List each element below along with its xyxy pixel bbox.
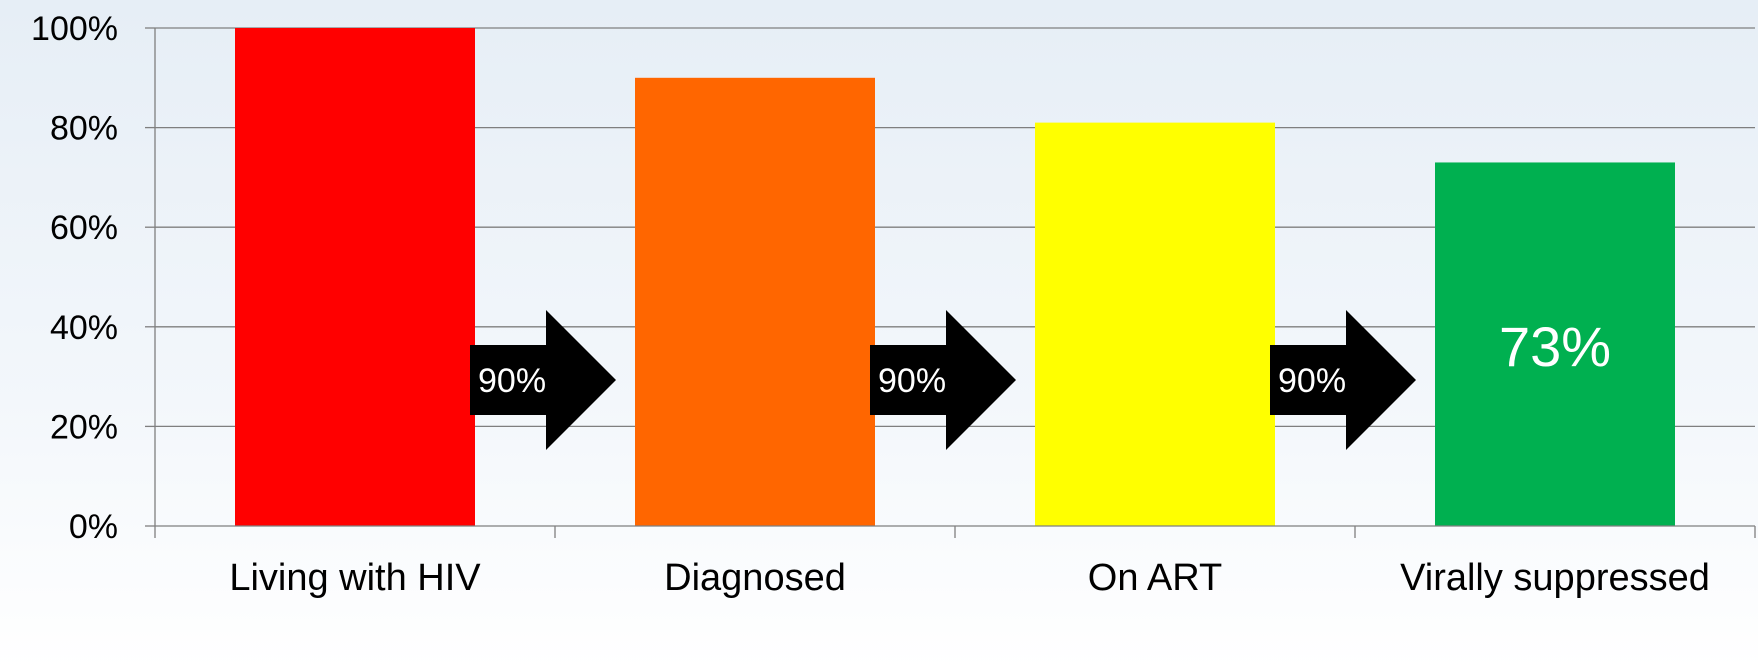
bars (235, 28, 1675, 527)
x-axis: Living with HIV Diagnosed On ART Virally su… (154, 525, 1756, 599)
y-tick-label: 40% (50, 309, 118, 347)
category-label: On ART (1088, 557, 1222, 599)
category-label: Living with HIV (229, 557, 481, 599)
y-tick-label: 0% (69, 508, 118, 546)
y-tick-label: 60% (50, 209, 118, 247)
bar-data-label: 73% (1499, 315, 1611, 378)
step-arrow-label: 90% (1278, 362, 1346, 400)
step-arrow (870, 310, 1016, 450)
y-axis: 0% 20% 40% 60% 80% 100% (31, 10, 156, 546)
step-arrow (470, 310, 616, 450)
step-arrow-label: 90% (478, 362, 546, 400)
category-label: Diagnosed (664, 557, 846, 599)
y-tick-label: 80% (50, 110, 118, 148)
y-tick-label: 100% (31, 10, 118, 48)
step-arrow (1270, 310, 1416, 450)
step-arrows: 90% 90% 90% (470, 310, 1416, 450)
bar (1435, 162, 1675, 526)
y-tick-label: 20% (50, 408, 118, 446)
bar-data-labels: 73% (1499, 315, 1611, 378)
bar (1035, 122, 1275, 527)
step-arrow-label: 90% (878, 362, 946, 400)
bar (635, 77, 875, 527)
bar (235, 28, 475, 526)
category-label: Virally suppressed (1400, 557, 1710, 599)
